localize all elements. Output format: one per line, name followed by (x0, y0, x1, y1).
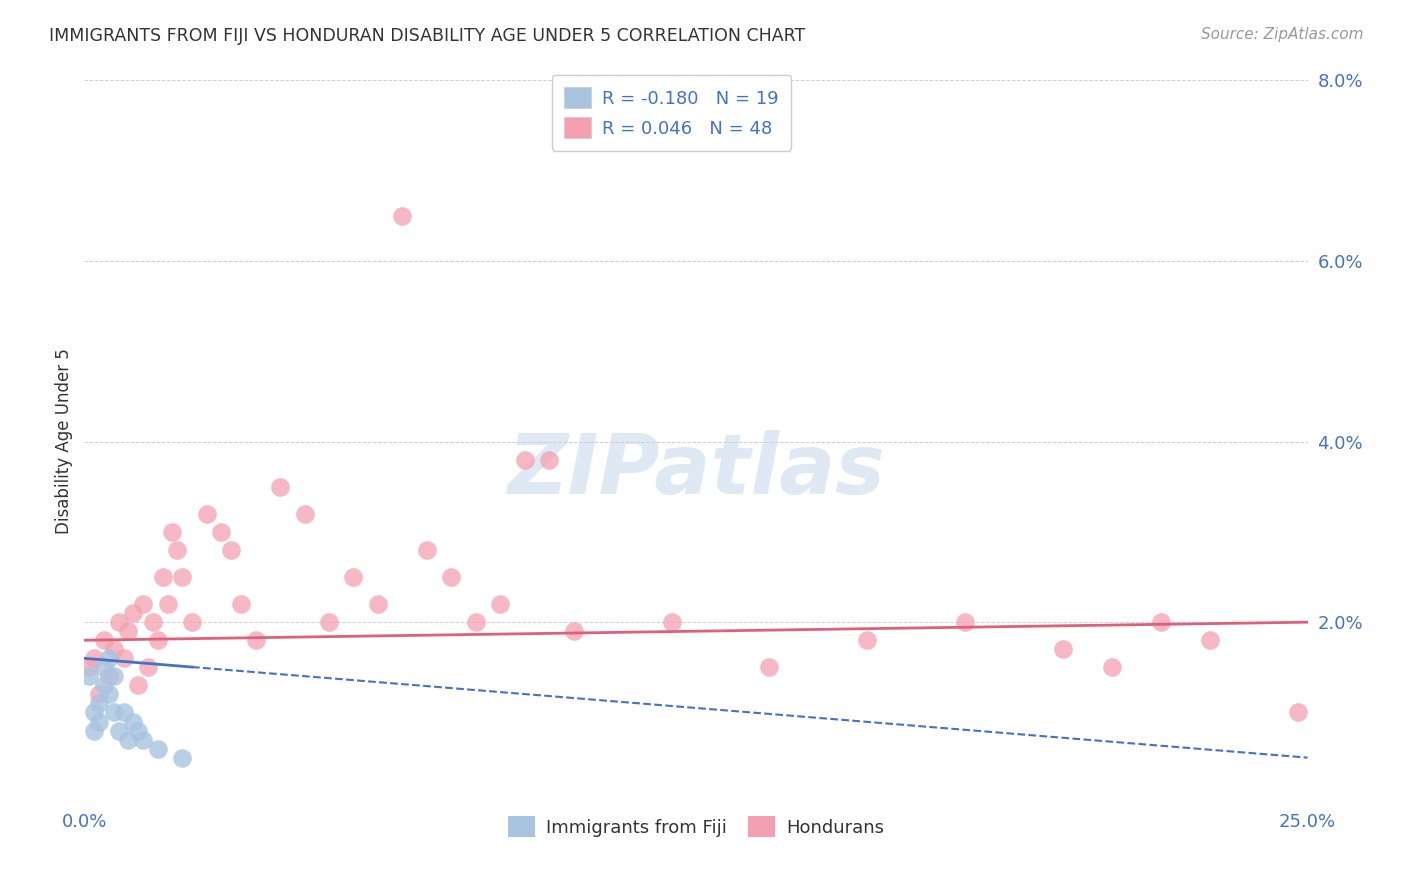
Point (122, 606, 145, 620)
Point (538, 452, 561, 467)
Point (156, 597, 179, 611)
Point (127, 678, 149, 692)
Point (269, 480, 291, 494)
Point (127, 723, 149, 738)
Point (1150, 615, 1173, 630)
Text: Source: ZipAtlas.com: Source: ZipAtlas.com (1201, 27, 1364, 42)
Point (97, 669, 120, 683)
Point (122, 714, 145, 729)
Point (136, 660, 159, 674)
Point (77, 669, 100, 683)
Legend: Immigrants from Fiji, Hondurans: Immigrants from Fiji, Hondurans (501, 809, 891, 845)
Point (107, 615, 129, 630)
Point (83, 723, 105, 738)
Point (416, 542, 439, 557)
Point (97, 651, 120, 665)
Point (1286, 706, 1309, 720)
Point (513, 452, 536, 467)
Point (117, 624, 139, 639)
Text: ZIPatlas: ZIPatlas (508, 430, 884, 511)
Point (112, 651, 135, 665)
Y-axis label: Disability Age Under 5: Disability Age Under 5 (55, 349, 73, 534)
Point (87, 687, 110, 701)
Point (367, 597, 389, 611)
Point (464, 615, 486, 630)
Point (195, 507, 218, 521)
Point (209, 524, 232, 539)
Point (342, 570, 364, 584)
Text: IMMIGRANTS FROM FIJI VS HONDURAN DISABILITY AGE UNDER 5 CORRELATION CHART: IMMIGRANTS FROM FIJI VS HONDURAN DISABIL… (49, 27, 806, 45)
Point (162, 524, 184, 539)
Point (146, 633, 169, 648)
Point (83, 706, 105, 720)
Point (112, 706, 135, 720)
Point (661, 615, 683, 630)
Point (77, 660, 100, 674)
Point (1052, 642, 1074, 657)
Point (97, 687, 120, 701)
Point (103, 706, 125, 720)
Point (83, 651, 105, 665)
Point (93, 633, 115, 648)
Point (181, 615, 204, 630)
Point (318, 615, 340, 630)
Point (391, 209, 413, 223)
Point (489, 597, 512, 611)
Point (562, 624, 585, 639)
Point (856, 633, 879, 648)
Point (152, 570, 174, 584)
Point (1101, 660, 1123, 674)
Point (132, 732, 155, 747)
Point (142, 615, 165, 630)
Point (93, 678, 115, 692)
Point (87, 697, 110, 711)
Point (219, 542, 242, 557)
Point (93, 660, 115, 674)
Point (440, 570, 463, 584)
Point (107, 723, 129, 738)
Point (758, 660, 780, 674)
Point (103, 642, 125, 657)
Point (294, 507, 316, 521)
Point (87, 714, 110, 729)
Point (146, 741, 169, 756)
Point (245, 633, 267, 648)
Point (103, 669, 125, 683)
Point (117, 732, 139, 747)
Point (166, 542, 188, 557)
Point (229, 597, 252, 611)
Point (172, 570, 194, 584)
Point (132, 597, 155, 611)
Point (1198, 633, 1220, 648)
Point (953, 615, 976, 630)
Point (172, 750, 194, 764)
